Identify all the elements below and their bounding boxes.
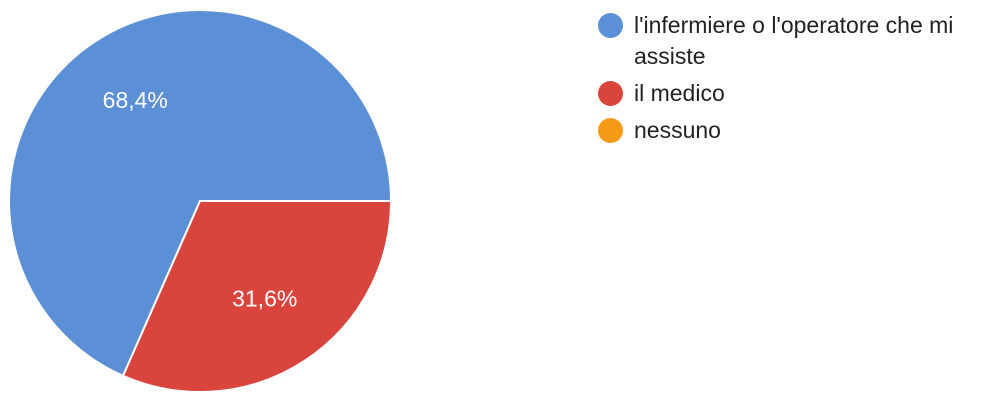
pie-chart: 68,4% 31,6% — [8, 9, 393, 393]
legend-item-nessuno: nessuno — [598, 115, 998, 146]
legend-item-medico: il medico — [598, 78, 998, 109]
legend-dot-infermiere-icon — [598, 13, 623, 38]
legend-dot-medico-icon — [598, 81, 623, 106]
pie-slice-label-1: 31,6% — [232, 285, 297, 311]
legend-label-infermiere: l'infermiere o l'operatore che mi assist… — [634, 12, 954, 69]
pie-slice-1 — [121, 200, 393, 393]
legend-item-infermiere: l'infermiere o l'operatore che mi assist… — [598, 10, 998, 72]
legend-dot-nessuno-icon — [598, 118, 623, 143]
legend-label-medico: il medico — [634, 80, 725, 106]
pie-slice-0 — [8, 9, 393, 378]
pie-slice-label-0: 68,4% — [103, 87, 168, 113]
legend: l'infermiere o l'operatore che mi assist… — [598, 10, 998, 152]
legend-label-nessuno: nessuno — [634, 117, 721, 143]
